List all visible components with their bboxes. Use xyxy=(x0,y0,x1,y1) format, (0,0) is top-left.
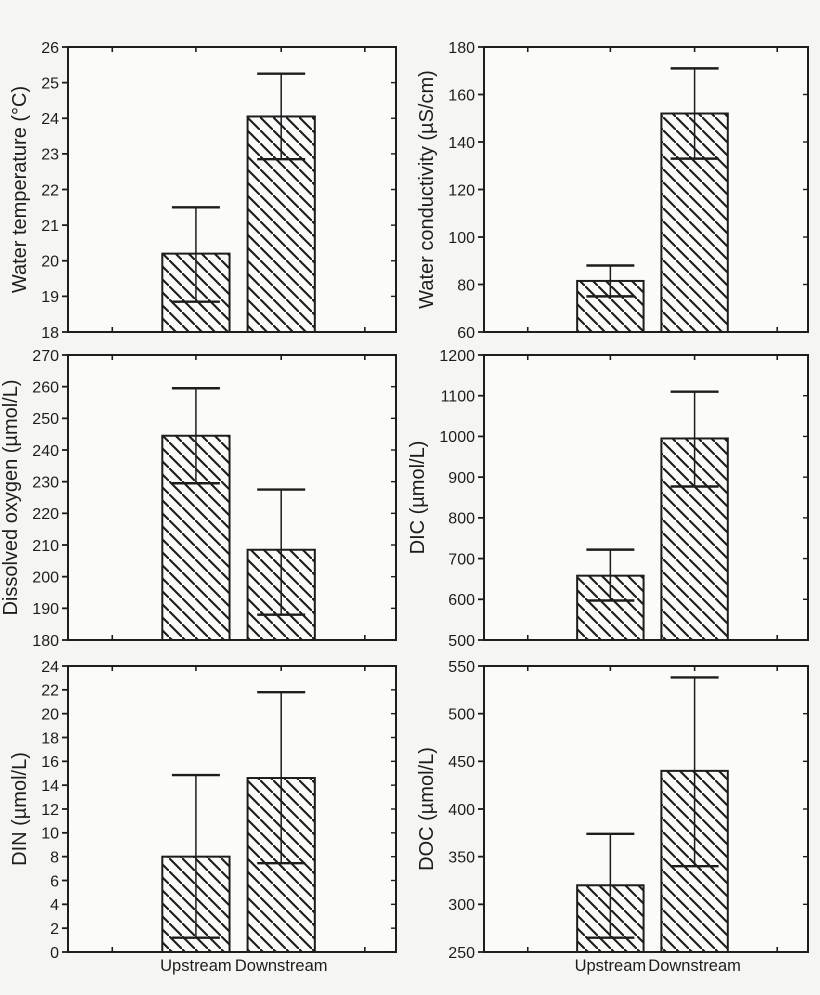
plot-frame xyxy=(483,665,809,953)
x-category-label: Upstream xyxy=(575,957,647,975)
error-bar-downstream xyxy=(257,691,306,865)
y-tick-label: 16 xyxy=(41,754,59,771)
error-bar-downstream xyxy=(670,390,719,488)
y-tick-label: 24 xyxy=(41,111,59,128)
y-tick-label: 220 xyxy=(32,506,59,523)
error-bar-upstream xyxy=(586,548,635,602)
y-axis-label: Water conductivity (µS/cm) xyxy=(416,70,438,309)
y-tick-label: 60 xyxy=(457,325,475,342)
y-tick-label: 12 xyxy=(41,802,59,819)
y-tick-label: 21 xyxy=(41,218,59,235)
y-tick-label: 10 xyxy=(41,826,59,843)
x-category-label: Downstream xyxy=(648,957,741,975)
y-tick-label: 18 xyxy=(41,325,59,342)
y-tick-label: 8 xyxy=(50,849,59,866)
y-tick-label: 500 xyxy=(448,633,475,650)
y-tick-label: 140 xyxy=(448,135,475,152)
error-bar-downstream xyxy=(257,72,306,161)
y-tick-label: 0 xyxy=(50,945,59,962)
y-tick-label: 22 xyxy=(41,182,59,199)
error-bar-upstream xyxy=(586,832,635,939)
y-tick-label: 24 xyxy=(41,659,59,676)
panel-dic: 500 600 700 800 900 1000 1100 1200 DIC (µmol/L) xyxy=(407,348,809,650)
y-tick-label: 200 xyxy=(32,569,59,586)
y-tick-label: 240 xyxy=(32,443,59,460)
y-tick-label: 2 xyxy=(50,921,59,938)
y-tick-label: 180 xyxy=(448,40,475,57)
error-bar-upstream xyxy=(171,387,220,485)
panel-dissolved-oxygen: 180 190 200 210 220 230 240 250 260 270 Dissolved … xyxy=(0,348,397,650)
y-tick-label: 20 xyxy=(41,706,59,723)
y-tick-label: 100 xyxy=(448,230,475,247)
y-tick-label: 18 xyxy=(41,730,59,747)
y-tick-label: 80 xyxy=(457,277,475,294)
y-tick-label: 500 xyxy=(448,706,475,723)
plot-frame xyxy=(483,46,809,333)
y-axis-label: Dissolved oxygen (µmol/L) xyxy=(0,379,22,615)
y-tick-label: 120 xyxy=(448,182,475,199)
x-category-label: Downstream xyxy=(235,957,328,975)
y-tick-label: 250 xyxy=(448,945,475,962)
error-bar-downstream xyxy=(257,488,306,616)
y-tick-label: 22 xyxy=(41,683,59,700)
y-tick-label: 350 xyxy=(448,849,475,866)
panel-water-temperature: 18 19 20 21 22 23 24 25 26 Water temperature (°C) xyxy=(9,40,397,342)
plot-frame xyxy=(67,354,397,641)
y-tick-label: 400 xyxy=(448,802,475,819)
error-bar-upstream xyxy=(586,264,635,298)
y-tick-label: 160 xyxy=(448,87,475,104)
y-tick-label: 250 xyxy=(32,411,59,428)
y-tick-label: 300 xyxy=(448,897,475,914)
y-tick-label: 26 xyxy=(41,40,59,57)
y-tick-label: 19 xyxy=(41,289,59,306)
plot-frame xyxy=(67,665,397,953)
y-tick-label: 25 xyxy=(41,75,59,92)
y-axis-label: Water temperature (°C) xyxy=(9,86,31,293)
y-tick-label: 550 xyxy=(448,659,475,676)
y-tick-label: 190 xyxy=(32,601,59,618)
error-bar-downstream xyxy=(670,67,719,160)
panel-doc: 250 300 350 400 450 500 550 Upstream Downstream D… xyxy=(416,659,809,975)
y-tick-label: 23 xyxy=(41,147,59,164)
plot-frame xyxy=(483,354,809,641)
y-tick-label: 14 xyxy=(41,778,59,795)
error-bar-upstream xyxy=(171,206,220,303)
error-bar-upstream xyxy=(171,773,220,939)
y-tick-label: 800 xyxy=(448,511,475,528)
y-tick-label: 4 xyxy=(50,897,59,914)
y-tick-label: 230 xyxy=(32,474,59,491)
y-tick-label: 270 xyxy=(32,348,59,365)
y-axis-label: DIN (µmol/L) xyxy=(9,752,31,866)
y-axis-label: DOC (µmol/L) xyxy=(416,747,438,871)
y-tick-label: 180 xyxy=(32,633,59,650)
y-tick-label: 1000 xyxy=(439,429,475,446)
y-tick-label: 1100 xyxy=(441,388,476,405)
y-axis-label: DIC (µmol/L) xyxy=(407,441,429,555)
y-tick-label: 260 xyxy=(32,379,59,396)
y-tick-label: 600 xyxy=(448,592,475,609)
y-tick-label: 700 xyxy=(448,551,475,568)
x-category-label: Upstream xyxy=(160,957,232,975)
panel-water-conductivity: 60 80 100 120 140 160 180 Water conductivity (µ… xyxy=(416,40,809,342)
y-tick-label: 1200 xyxy=(439,348,475,365)
y-tick-label: 450 xyxy=(448,754,475,771)
y-tick-label: 900 xyxy=(448,470,475,487)
plot-frame xyxy=(67,46,397,333)
y-tick-label: 20 xyxy=(41,254,59,271)
error-bar-downstream xyxy=(670,676,719,868)
y-tick-label: 210 xyxy=(32,538,59,555)
y-tick-label: 6 xyxy=(50,873,59,890)
